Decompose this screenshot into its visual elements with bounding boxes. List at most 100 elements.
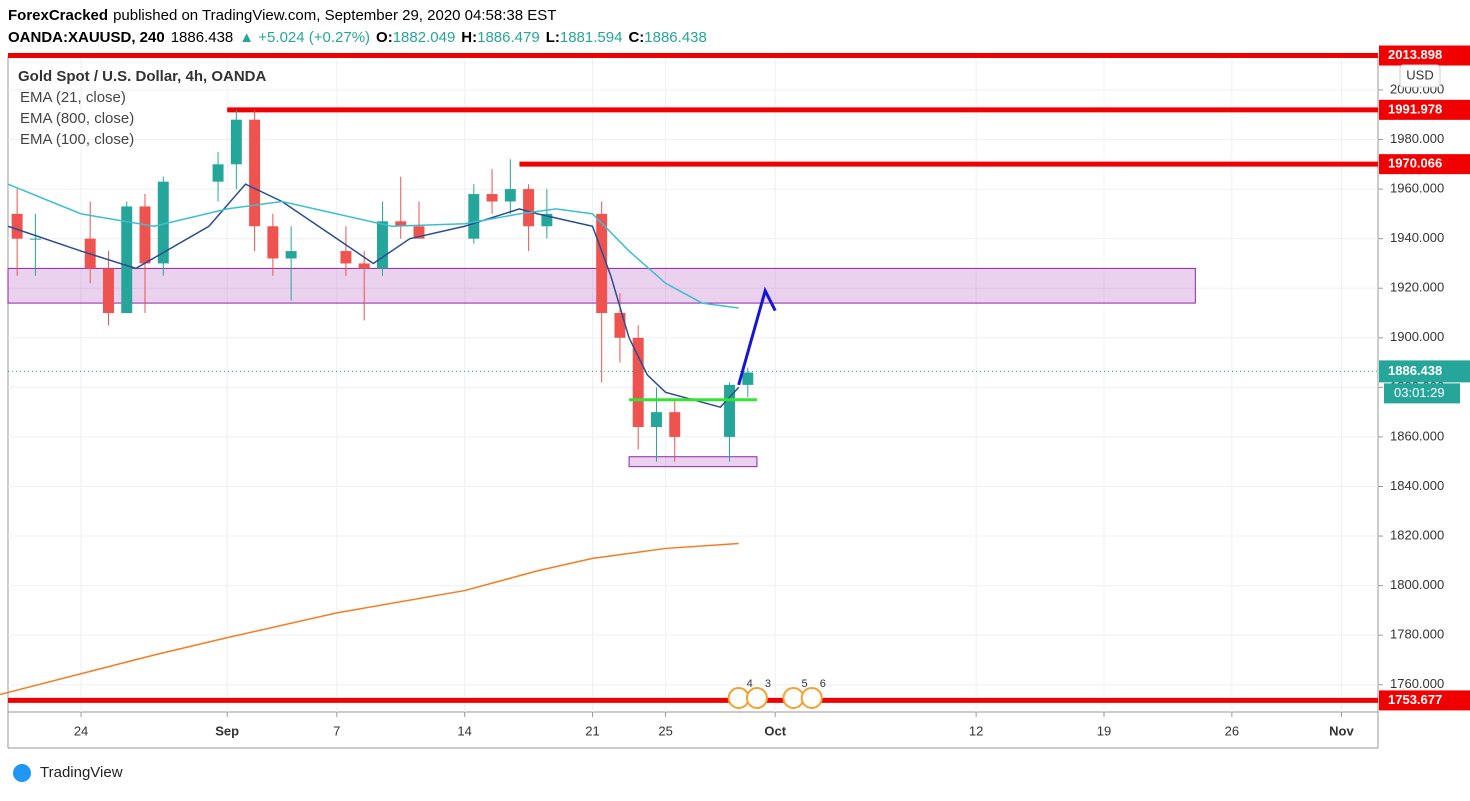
currency-button[interactable] — [1399, 64, 1441, 88]
candle-body — [742, 372, 754, 385]
chart-title: Gold Spot / U.S. Dollar, 4h, OANDA — [18, 68, 267, 85]
event-count: 4 — [747, 678, 753, 690]
candle-body — [29, 238, 41, 240]
indicator-line — [7, 183, 740, 409]
event-icon[interactable] — [745, 687, 768, 709]
event-icon[interactable] — [800, 687, 823, 709]
symbol-line: OANDA:XAUUSD, 240 1886.438 ▲ +5.024 (+0.27… — [8, 29, 707, 46]
legend-entry: EMA (100, close) — [20, 131, 134, 148]
author: ForexCracked — [8, 7, 108, 24]
candle-body — [267, 226, 279, 259]
price: 1886.438 — [171, 29, 234, 46]
indicator-line — [0, 542, 739, 696]
symbol: OANDA:XAUUSD, 240 — [8, 29, 165, 46]
event-count: 6 — [820, 678, 826, 690]
level-label-box — [1379, 690, 1470, 711]
ohlc-label: H: — [461, 29, 477, 46]
candle-body — [413, 226, 425, 239]
ohlc-value: 1881.594 — [560, 29, 623, 46]
candle-body — [358, 263, 370, 269]
currency[interactable]: USD — [1406, 67, 1433, 82]
level-label-box — [1379, 45, 1470, 66]
x-tick-label: 25 — [658, 723, 672, 738]
last-price-box — [1379, 360, 1470, 383]
x-tick-label: 26 — [1225, 723, 1239, 738]
x-tick-label: Nov — [1329, 723, 1354, 738]
candle-body — [11, 213, 23, 239]
candle-body — [632, 337, 644, 428]
axes: 1760.000 1780.000 1800.000 1820.000 1840.000… — [74, 45, 1470, 738]
level-label: 1970.066 — [1388, 156, 1442, 171]
candle-body — [523, 189, 535, 227]
indicator-line — [7, 183, 739, 309]
countdown-box — [1384, 383, 1460, 404]
header-line: ForexCracked published on TradingView.com… — [8, 7, 556, 24]
candle-body — [486, 194, 498, 202]
footer-brand: TradingView — [40, 764, 123, 781]
y-tick-label: 1940.000 — [1390, 230, 1444, 245]
candle-body — [121, 206, 133, 314]
grid — [8, 57, 1378, 712]
ohlc-label: L: — [546, 29, 560, 46]
candle-body — [614, 313, 626, 338]
y-tick-label: 1920.000 — [1390, 280, 1444, 295]
y-tick-label: 1820.000 — [1390, 527, 1444, 542]
candle-body — [541, 213, 553, 227]
logo — [13, 764, 31, 782]
event-icon[interactable] — [782, 687, 805, 709]
y-tick-label: 1900.000 — [1390, 329, 1444, 344]
candle-body — [230, 119, 242, 165]
candle-body — [669, 412, 681, 437]
candle-body — [285, 251, 297, 259]
ohlc: O:1882.049 H:1886.479 L:1881.594 C:1886.438 — [376, 29, 707, 46]
candle-body — [504, 189, 516, 202]
published: published on TradingView.com, September … — [113, 7, 556, 24]
x-tick-label: Oct — [764, 723, 786, 738]
change: ▲ +5.024 (+0.27%) — [239, 29, 370, 46]
legend-entry: EMA (800, close) — [20, 110, 134, 127]
zone — [628, 456, 758, 468]
candle-body — [139, 206, 151, 264]
y-tick-label: 1760.000 — [1390, 676, 1444, 691]
candle-body — [340, 251, 352, 264]
y-tick-label: 1840.000 — [1390, 478, 1444, 493]
y-tick-label: 1780.000 — [1390, 627, 1444, 642]
ohlc-value: 1886.479 — [477, 29, 540, 46]
x-tick-label: 7 — [333, 723, 340, 738]
legend: EMA (21, close) EMA (800, close) EMA (100,… — [20, 89, 134, 148]
y-tick-label: 1800.000 — [1390, 577, 1444, 592]
candle-body — [468, 194, 480, 239]
candle-body — [249, 119, 261, 227]
candle-body — [102, 268, 114, 314]
candle-body — [376, 221, 388, 269]
x-tick-label: 21 — [585, 723, 599, 738]
candle-body — [724, 384, 736, 437]
x-tick-label: Sep — [215, 723, 239, 738]
level-label-box — [1379, 154, 1470, 175]
candle-body — [395, 221, 407, 227]
y-tick-label: 1980.000 — [1390, 131, 1444, 146]
arrow — [737, 286, 777, 386]
candle-body — [596, 213, 608, 314]
level-label: 2013.898 — [1388, 47, 1442, 62]
x-tick-label: 12 — [969, 723, 983, 738]
y-tick-label: 1860.000 — [1390, 428, 1444, 443]
level-label-box — [1379, 99, 1470, 120]
x-tick-label: 19 — [1097, 723, 1111, 738]
event-icon[interactable] — [727, 687, 750, 709]
plot-frame — [7, 56, 1379, 713]
candle-body — [212, 164, 224, 182]
x-tick-label: 14 — [457, 723, 471, 738]
x-tick-label: 24 — [74, 723, 88, 738]
countdown: 03:01:29 — [1394, 385, 1445, 400]
candle-body — [157, 181, 169, 264]
ohlc-label: C: — [628, 29, 644, 46]
level-label: 1991.978 — [1388, 101, 1442, 116]
ohlc-value: 1882.049 — [393, 29, 456, 46]
event-count: 5 — [801, 678, 807, 690]
candle-body — [650, 412, 662, 428]
legend-entry: EMA (21, close) — [20, 89, 126, 106]
